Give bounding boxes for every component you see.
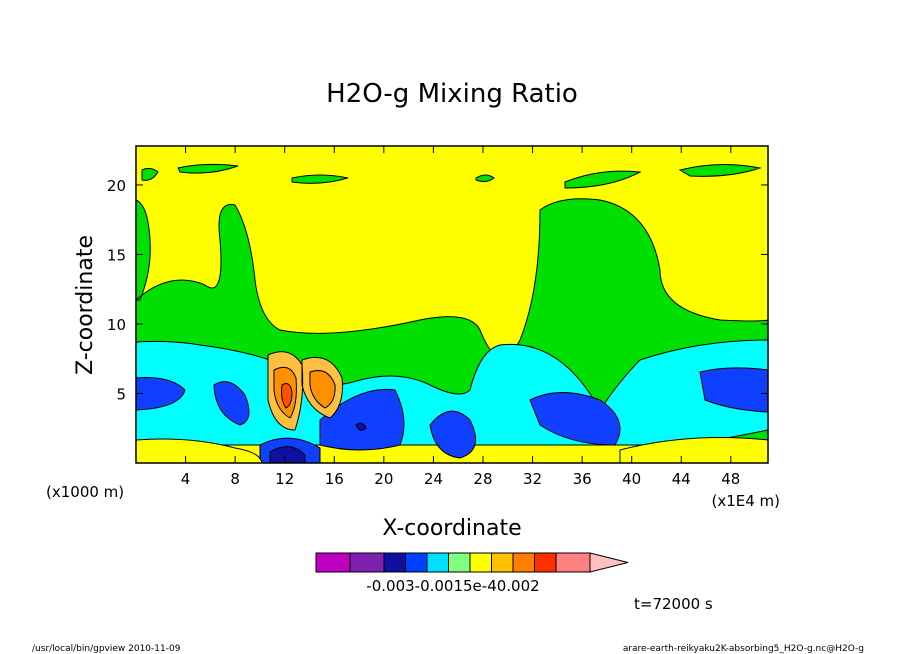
footer-right: arare-earth-reikyaku2K-absorbing5_H2O-g.… <box>623 644 864 654</box>
colorbar-swatch <box>448 552 471 573</box>
colorbar-swatch <box>555 552 591 573</box>
y-tick-label: 10 <box>107 316 126 334</box>
y-tick-label: 15 <box>107 246 126 264</box>
colorbar-label: -0.003-0.0015e-40.002 <box>366 577 539 595</box>
x-tick-label: 28 <box>473 470 492 488</box>
x-axis-label: X-coordinate <box>382 516 521 541</box>
chart-title: H2O-g Mixing Ratio <box>326 79 578 109</box>
colorbar-labels: -0.003-0.0015e-40.002 <box>366 577 539 595</box>
contour-region-darkblue <box>269 422 367 464</box>
x-tick-label: 12 <box>275 470 294 488</box>
colorbar-swatch <box>426 552 449 573</box>
colorbar-arrow <box>589 552 629 573</box>
colorbar-swatch <box>534 552 557 573</box>
x-axis: 4 8 12 16 20 24 28 32 36 40 44 48 <box>181 146 740 488</box>
plot-frame <box>135 145 769 464</box>
x-tick-label: 24 <box>424 470 443 488</box>
x-tick-label: 16 <box>325 470 344 488</box>
x-tick-label: 32 <box>523 470 542 488</box>
colorbar-swatch <box>512 552 535 573</box>
x-tick-label: 20 <box>374 470 393 488</box>
colorbar-swatch <box>383 552 406 573</box>
colorbar-swatch <box>315 552 351 573</box>
x-tick-label: 48 <box>721 470 740 488</box>
contour-region-red <box>281 383 293 409</box>
y-tick-label: 20 <box>107 177 126 195</box>
footer-left: /usr/local/bin/gpview 2010-11-09 <box>32 644 181 654</box>
x-tick-label: 8 <box>230 470 240 488</box>
colorbar-swatch <box>491 552 514 573</box>
x-tick-label: 36 <box>573 470 592 488</box>
y-axis: 5 10 15 20 <box>107 177 768 403</box>
colorbar-swatch <box>349 552 385 573</box>
colorbar-swatch <box>469 552 492 573</box>
y-axis-label: Z-coordinate <box>73 235 98 375</box>
x-tick-label: 44 <box>672 470 691 488</box>
colorbar-swatch <box>405 552 428 573</box>
x-unit-left: (x1000 m) <box>46 483 124 501</box>
contour-region-blue <box>135 367 769 464</box>
x-tick-label: 4 <box>181 470 191 488</box>
colorbar <box>315 552 629 573</box>
y-tick-label: 5 <box>116 385 126 403</box>
x-tick-label: 40 <box>622 470 641 488</box>
contour-region-top-green <box>141 163 762 189</box>
time-label: t=72000 s <box>634 595 713 613</box>
plot-area <box>135 145 769 464</box>
x-unit-right: (x1E4 m) <box>711 492 780 510</box>
